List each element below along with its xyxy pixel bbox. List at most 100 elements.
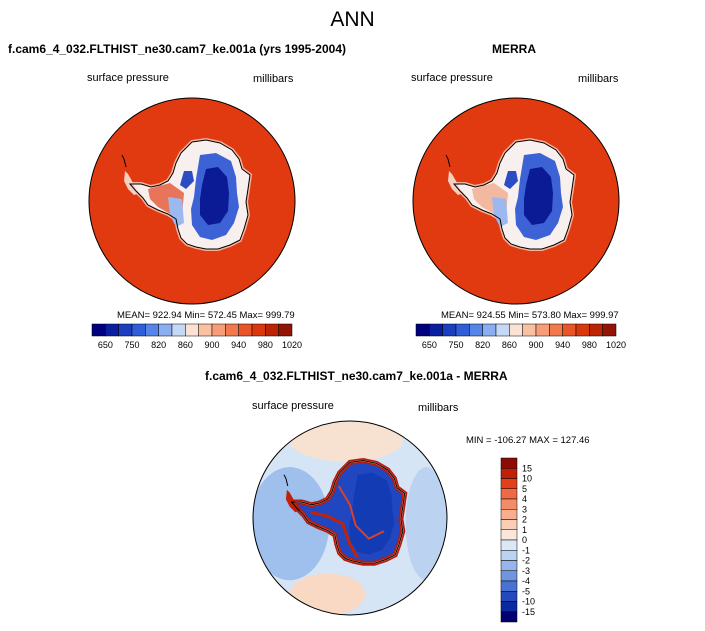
diff-variable-label: surface pressure [252, 400, 334, 412]
obs-plateau-core [524, 167, 553, 225]
diff-map [252, 420, 448, 616]
obs-colorbar-box-3 [455, 323, 470, 337]
obs-colorbar: 650 750 820 860 900 940 980 1020 [415, 323, 626, 350]
obs-coastline [452, 139, 575, 250]
model-colorbar-box-8 [198, 323, 213, 337]
diff-colorbar-box-12 [500, 580, 518, 592]
model-colorbar-tick-2: 820 [151, 340, 166, 350]
obs-south-america-tip [445, 154, 451, 168]
model-colorbar-box-5 [158, 323, 173, 337]
model-colorbar-box-6 [171, 323, 186, 337]
diff-south-america-tip [283, 474, 289, 487]
diff-units-label: millibars [418, 402, 459, 414]
obs-map [412, 97, 620, 305]
main-title: ANN [330, 8, 375, 31]
obs-colorbar-box-8 [522, 323, 537, 337]
diff-map-border [252, 420, 448, 616]
diff-transantarctic-anomaly [310, 510, 359, 559]
diff-colorbar-tick-14: -15 [522, 607, 535, 617]
obs-colorbar-box-9 [535, 323, 550, 337]
diff-colorbar-tick-13: -10 [522, 597, 535, 607]
diff-colorbar-box-6 [500, 519, 518, 530]
obs-colorbar-tick-4: 900 [528, 340, 543, 350]
diff-colorbar-tick-0: 15 [522, 463, 532, 473]
diff-colorbar-tick-4: 3 [522, 504, 527, 514]
obs-colorbar-box-10 [549, 323, 563, 337]
obs-colorbar-box-0 [415, 323, 430, 337]
obs-colorbar-tick-5: 940 [555, 340, 570, 350]
model-colorbar: 650 750 820 860 900 940 980 1020 [91, 323, 302, 350]
model-colorbar-tick-7: 1020 [282, 340, 302, 350]
model-colorbar-box-3 [131, 323, 146, 337]
diff-pos-anomaly-north [289, 421, 403, 462]
obs-colorbar-tick-7: 1020 [606, 340, 626, 350]
model-colorbar-box-13 [265, 323, 279, 337]
diff-colorbar-tick-8: -1 [522, 545, 530, 555]
model-plateau-core [200, 167, 229, 225]
obs-stats: MEAN= 924.55 Min= 573.80 Max= 999.97 [441, 310, 619, 321]
diff-pos-anomaly-south [289, 573, 366, 615]
diff-colorbar-tick-10: -3 [522, 566, 530, 576]
model-units-label: millibars [253, 73, 294, 85]
diff-interior-anomaly [349, 472, 395, 555]
model-colorbar-tick-4: 900 [204, 340, 219, 350]
diff-colorbar-tick-6: 1 [522, 525, 527, 535]
diff-colorbar-box-5 [500, 509, 518, 520]
obs-map-border [412, 97, 620, 305]
diff-colorbar-box-14 [500, 601, 518, 612]
diff-colorbar-tick-5: 2 [522, 515, 527, 525]
diff-colorbar-tick-1: 10 [522, 474, 532, 484]
model-south-america-tip [121, 154, 127, 168]
model-colorbar-tick-0: 650 [98, 340, 113, 350]
obs-colorbar-box-5 [482, 323, 497, 337]
model-colorbar-tick-6: 980 [258, 340, 273, 350]
obs-units-label: millibars [578, 73, 619, 85]
model-map-border [88, 97, 296, 305]
diff-colorbar-box-0 [500, 457, 518, 469]
model-colorbar-box-11 [238, 323, 253, 337]
model-colorbar-box-10 [225, 323, 239, 337]
diff-interior-ridge [337, 485, 385, 540]
obs-colorbar-box-2 [442, 323, 457, 337]
obs-transition-zone [492, 197, 508, 227]
obs-colorbar-tick-1: 750 [448, 340, 463, 350]
diff-colorbar-box-11 [500, 570, 518, 582]
diff-colorbar-box-13 [500, 591, 518, 602]
diff-colorbar-tick-2: 5 [522, 484, 527, 494]
model-map [88, 97, 296, 305]
model-colorbar-tick-5: 940 [231, 340, 246, 350]
diff-peninsula [285, 489, 301, 513]
diff-colorbar-box-2 [500, 478, 518, 489]
obs-colorbar-box-14 [602, 323, 617, 337]
diff-colorbar-box-15 [500, 611, 518, 623]
diff-coastline [290, 459, 406, 564]
model-variable-label: surface pressure [87, 72, 169, 84]
obs-peninsula [448, 171, 464, 195]
model-colorbar-box-0 [91, 323, 106, 337]
diff-colorbar-box-10 [500, 560, 518, 571]
model-colorbar-tick-3: 860 [178, 340, 193, 350]
obs-colorbar-box-12 [575, 323, 590, 337]
model-colorbar-box-4 [145, 323, 159, 337]
model-colorbar-box-12 [251, 323, 266, 337]
diff-colorbar-box-4 [500, 498, 518, 510]
model-colorbar-box-9 [211, 323, 226, 337]
obs-colorbar-box-13 [589, 323, 603, 337]
model-colorbar-box-7 [185, 323, 199, 337]
diff-colorbar-box-1 [500, 468, 518, 479]
obs-colorbar-tick-6: 980 [582, 340, 597, 350]
diff-colorbar-tick-3: 4 [522, 494, 527, 504]
model-colorbar-box-1 [105, 323, 119, 337]
model-colorbar-box-14 [278, 323, 293, 337]
model-transition-zone [168, 197, 184, 227]
diff-neg-anomaly-east [405, 467, 447, 581]
diff-colorbar-box-9 [500, 550, 518, 561]
obs-colorbar-box-4 [469, 323, 483, 337]
obs-colorbar-tick-2: 820 [475, 340, 490, 350]
diff-colorbar-box-3 [500, 488, 518, 500]
model-panel-title: f.cam6_4_032.FLTHIST_ne30.cam7_ke.001a (… [8, 42, 346, 56]
model-stats: MEAN= 922.94 Min= 572.45 Max= 999.79 [117, 310, 295, 321]
obs-colorbar-tick-0: 650 [422, 340, 437, 350]
diff-colorbar-tick-12: -5 [522, 586, 530, 596]
